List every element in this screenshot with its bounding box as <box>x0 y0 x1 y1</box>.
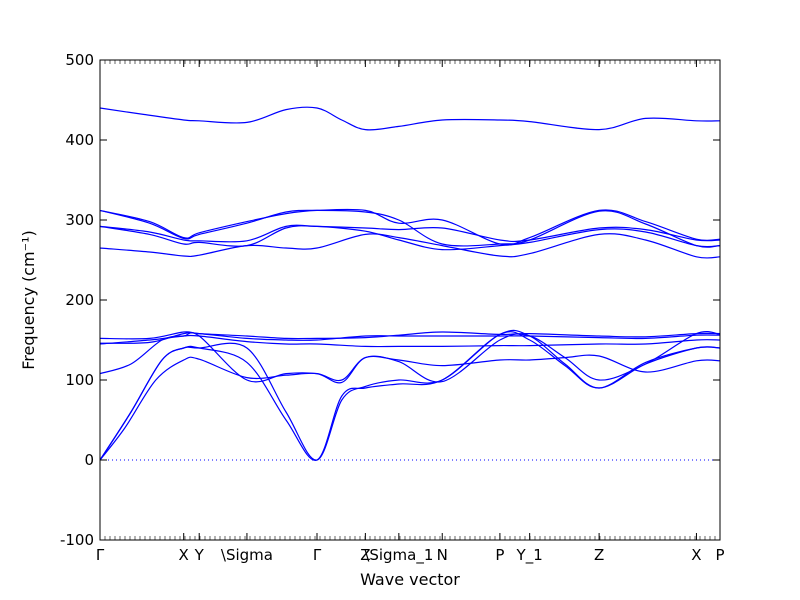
x-tick-label: P <box>495 546 504 564</box>
x-tick-label: Y_1 <box>516 546 543 565</box>
band-line-1 <box>99 331 721 461</box>
y-tick-label: 300 <box>65 211 94 229</box>
x-tick-label: \Sigma <box>221 546 273 564</box>
x-tick-label: \Sigma_1 <box>364 546 433 565</box>
x-axis-ticks: Γ X Y \Sigma Γ Z\Sigma_1 N P Y_1 Z X P <box>96 60 725 565</box>
x-tick-label: Z <box>360 546 370 564</box>
y-tick-label: 400 <box>65 131 94 149</box>
x-tick-label: P <box>715 546 724 564</box>
plot-frame <box>99 59 721 541</box>
band-line-8 <box>99 233 721 259</box>
x-tick-label: N <box>437 546 448 564</box>
y-tick-label: 500 <box>65 51 94 69</box>
y-tick-label: -100 <box>60 531 94 549</box>
band-line-9 <box>99 225 721 251</box>
x-tick-label: X <box>691 546 701 564</box>
y-tick-label: 100 <box>65 371 94 389</box>
y-tick-label: 200 <box>65 291 94 309</box>
band-line-2 <box>99 329 721 461</box>
band-line-12 <box>99 208 721 246</box>
band-line-10 <box>99 224 721 243</box>
x-tick-label: Γ <box>313 546 322 564</box>
band-lines <box>99 106 721 461</box>
y-tick-label: 0 <box>84 451 94 469</box>
x-tick-label: Γ <box>96 546 105 564</box>
x-tick-label: Z <box>594 546 604 564</box>
band-line-11 <box>99 209 721 248</box>
x-tick-label: X <box>179 546 189 564</box>
x-axis-label: Wave vector <box>360 570 460 589</box>
band-line-7 <box>99 331 721 340</box>
band-line-5 <box>99 334 721 348</box>
band-line-13 <box>99 106 721 131</box>
x-tick-label: Y <box>194 546 205 564</box>
y-axis-ticks: -100 0 100 200 300 400 500 <box>60 51 720 549</box>
y-axis-label: Frequency (cm⁻¹) <box>19 230 38 369</box>
band-line-3 <box>99 331 721 461</box>
